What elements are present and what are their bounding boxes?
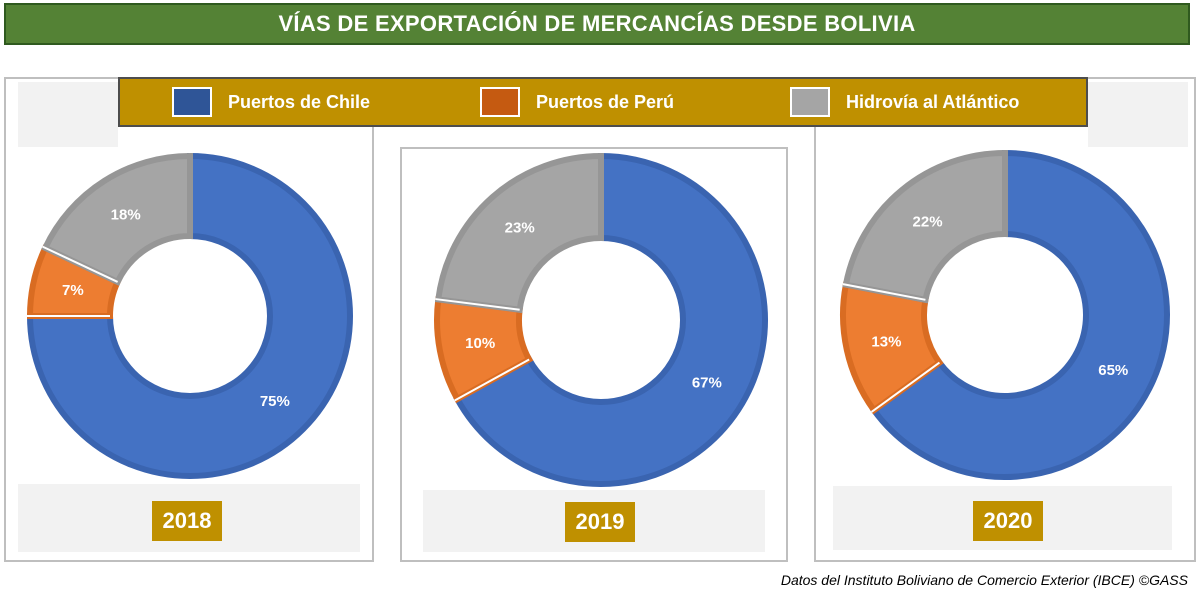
donut-separator-2020	[842, 283, 926, 301]
donut-slice-hidrovia-2019	[434, 152, 604, 314]
data-label-hidrovia-2019: 23%	[505, 220, 535, 237]
legend-swatch-chile	[172, 87, 212, 117]
legend-item-peru: Puertos de Perú	[480, 79, 674, 125]
data-label-peru-2019: 10%	[465, 335, 495, 352]
data-label-chile-2018: 75%	[260, 393, 290, 410]
donut-separator-2020	[870, 361, 941, 413]
panel-header-bg	[1088, 82, 1188, 147]
donut-slice-hidrovia-2018	[41, 152, 193, 286]
donut-separator-2019	[435, 298, 520, 311]
data-label-hidrovia-2018: 18%	[111, 207, 141, 224]
donut-slice-hidrovia-2020	[842, 149, 1008, 304]
year-badge-2020: 2020	[973, 501, 1043, 541]
donut-separator-2019	[454, 358, 530, 402]
panel-header-bg	[18, 82, 118, 147]
legend-swatch-hidrovia	[790, 87, 830, 117]
chart-title: VÍAS DE EXPORTACIÓN DE MERCANCÍAS DESDE …	[4, 3, 1190, 45]
year-badge-2019: 2019	[565, 502, 635, 542]
data-label-peru-2018: 7%	[62, 282, 84, 299]
donut-separator-2018	[42, 245, 119, 283]
legend-label-peru: Puertos de Perú	[536, 91, 675, 112]
donut-slice-chile-2019	[453, 152, 768, 487]
donut-slice-chile-2018	[26, 152, 353, 479]
year-badge-2018: 2018	[152, 501, 222, 541]
legend-item-hidrovia: Hidrovía al Atlántico	[790, 79, 1019, 125]
data-label-chile-2019: 67%	[692, 375, 722, 392]
donut-slice-chile-2020	[869, 149, 1170, 480]
legend: Puertos de Chile Puertos de Perú Hidroví…	[118, 77, 1088, 127]
legend-swatch-peru	[480, 87, 520, 117]
data-label-peru-2020: 13%	[871, 334, 901, 351]
source-note: Datos del Instituto Boliviano de Comerci…	[780, 572, 1188, 588]
legend-label-hidrovia: Hidrovía al Atlántico	[846, 91, 1020, 112]
legend-item-chile: Puertos de Chile	[172, 79, 370, 125]
legend-label-chile: Puertos de Chile	[228, 91, 371, 112]
data-label-chile-2020: 65%	[1098, 362, 1128, 379]
data-label-hidrovia-2020: 22%	[913, 213, 943, 230]
